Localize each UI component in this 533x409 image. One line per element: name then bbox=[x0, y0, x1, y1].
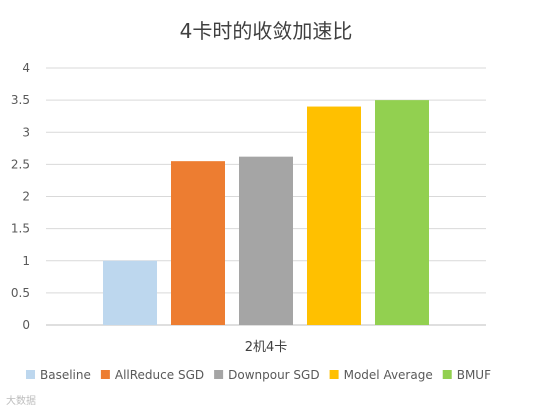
x-axis: 2机4卡 bbox=[245, 340, 288, 355]
legend-label: AllReduce SGD bbox=[115, 368, 204, 382]
y-tick-label: 4 bbox=[22, 61, 30, 75]
y-tick-label: 3 bbox=[22, 125, 30, 139]
legend-label: Downpour SGD bbox=[228, 368, 319, 382]
bars bbox=[103, 100, 429, 325]
legend-swatch bbox=[25, 370, 35, 379]
chart-title: 4卡时的收敛加速比 bbox=[180, 19, 353, 43]
bar-downpour-sgd bbox=[239, 156, 293, 325]
y-axis: 0 0.5 1 1.5 2 2.5 3 3.5 4 bbox=[11, 61, 30, 332]
legend-label: Model Average bbox=[344, 368, 433, 382]
bar-baseline bbox=[103, 260, 157, 325]
y-tick-label: 2 bbox=[22, 190, 30, 204]
legend-label: BMUF bbox=[457, 368, 491, 382]
legend: Baseline AllReduce SGD Downpour SGD Model A… bbox=[25, 368, 491, 382]
x-category-label: 2机4卡 bbox=[245, 340, 288, 355]
legend-swatch bbox=[100, 370, 110, 379]
y-tick-label: 1 bbox=[22, 254, 30, 268]
bar-bmuf bbox=[375, 100, 429, 325]
legend-label: Baseline bbox=[40, 368, 91, 382]
legend-swatch bbox=[329, 370, 339, 379]
y-tick-label: 1.5 bbox=[11, 222, 30, 236]
y-tick-label: 2.5 bbox=[11, 157, 30, 171]
y-tick-label: 3.5 bbox=[11, 93, 30, 107]
bar-model-average bbox=[307, 106, 361, 325]
watermark-text: 大数据 bbox=[6, 394, 36, 407]
y-tick-label: 0.5 bbox=[11, 286, 30, 300]
legend-swatch bbox=[214, 370, 224, 379]
y-tick-label: 0 bbox=[22, 318, 30, 332]
bar-allreduce-sgd bbox=[171, 161, 225, 325]
legend-swatch bbox=[442, 370, 452, 379]
